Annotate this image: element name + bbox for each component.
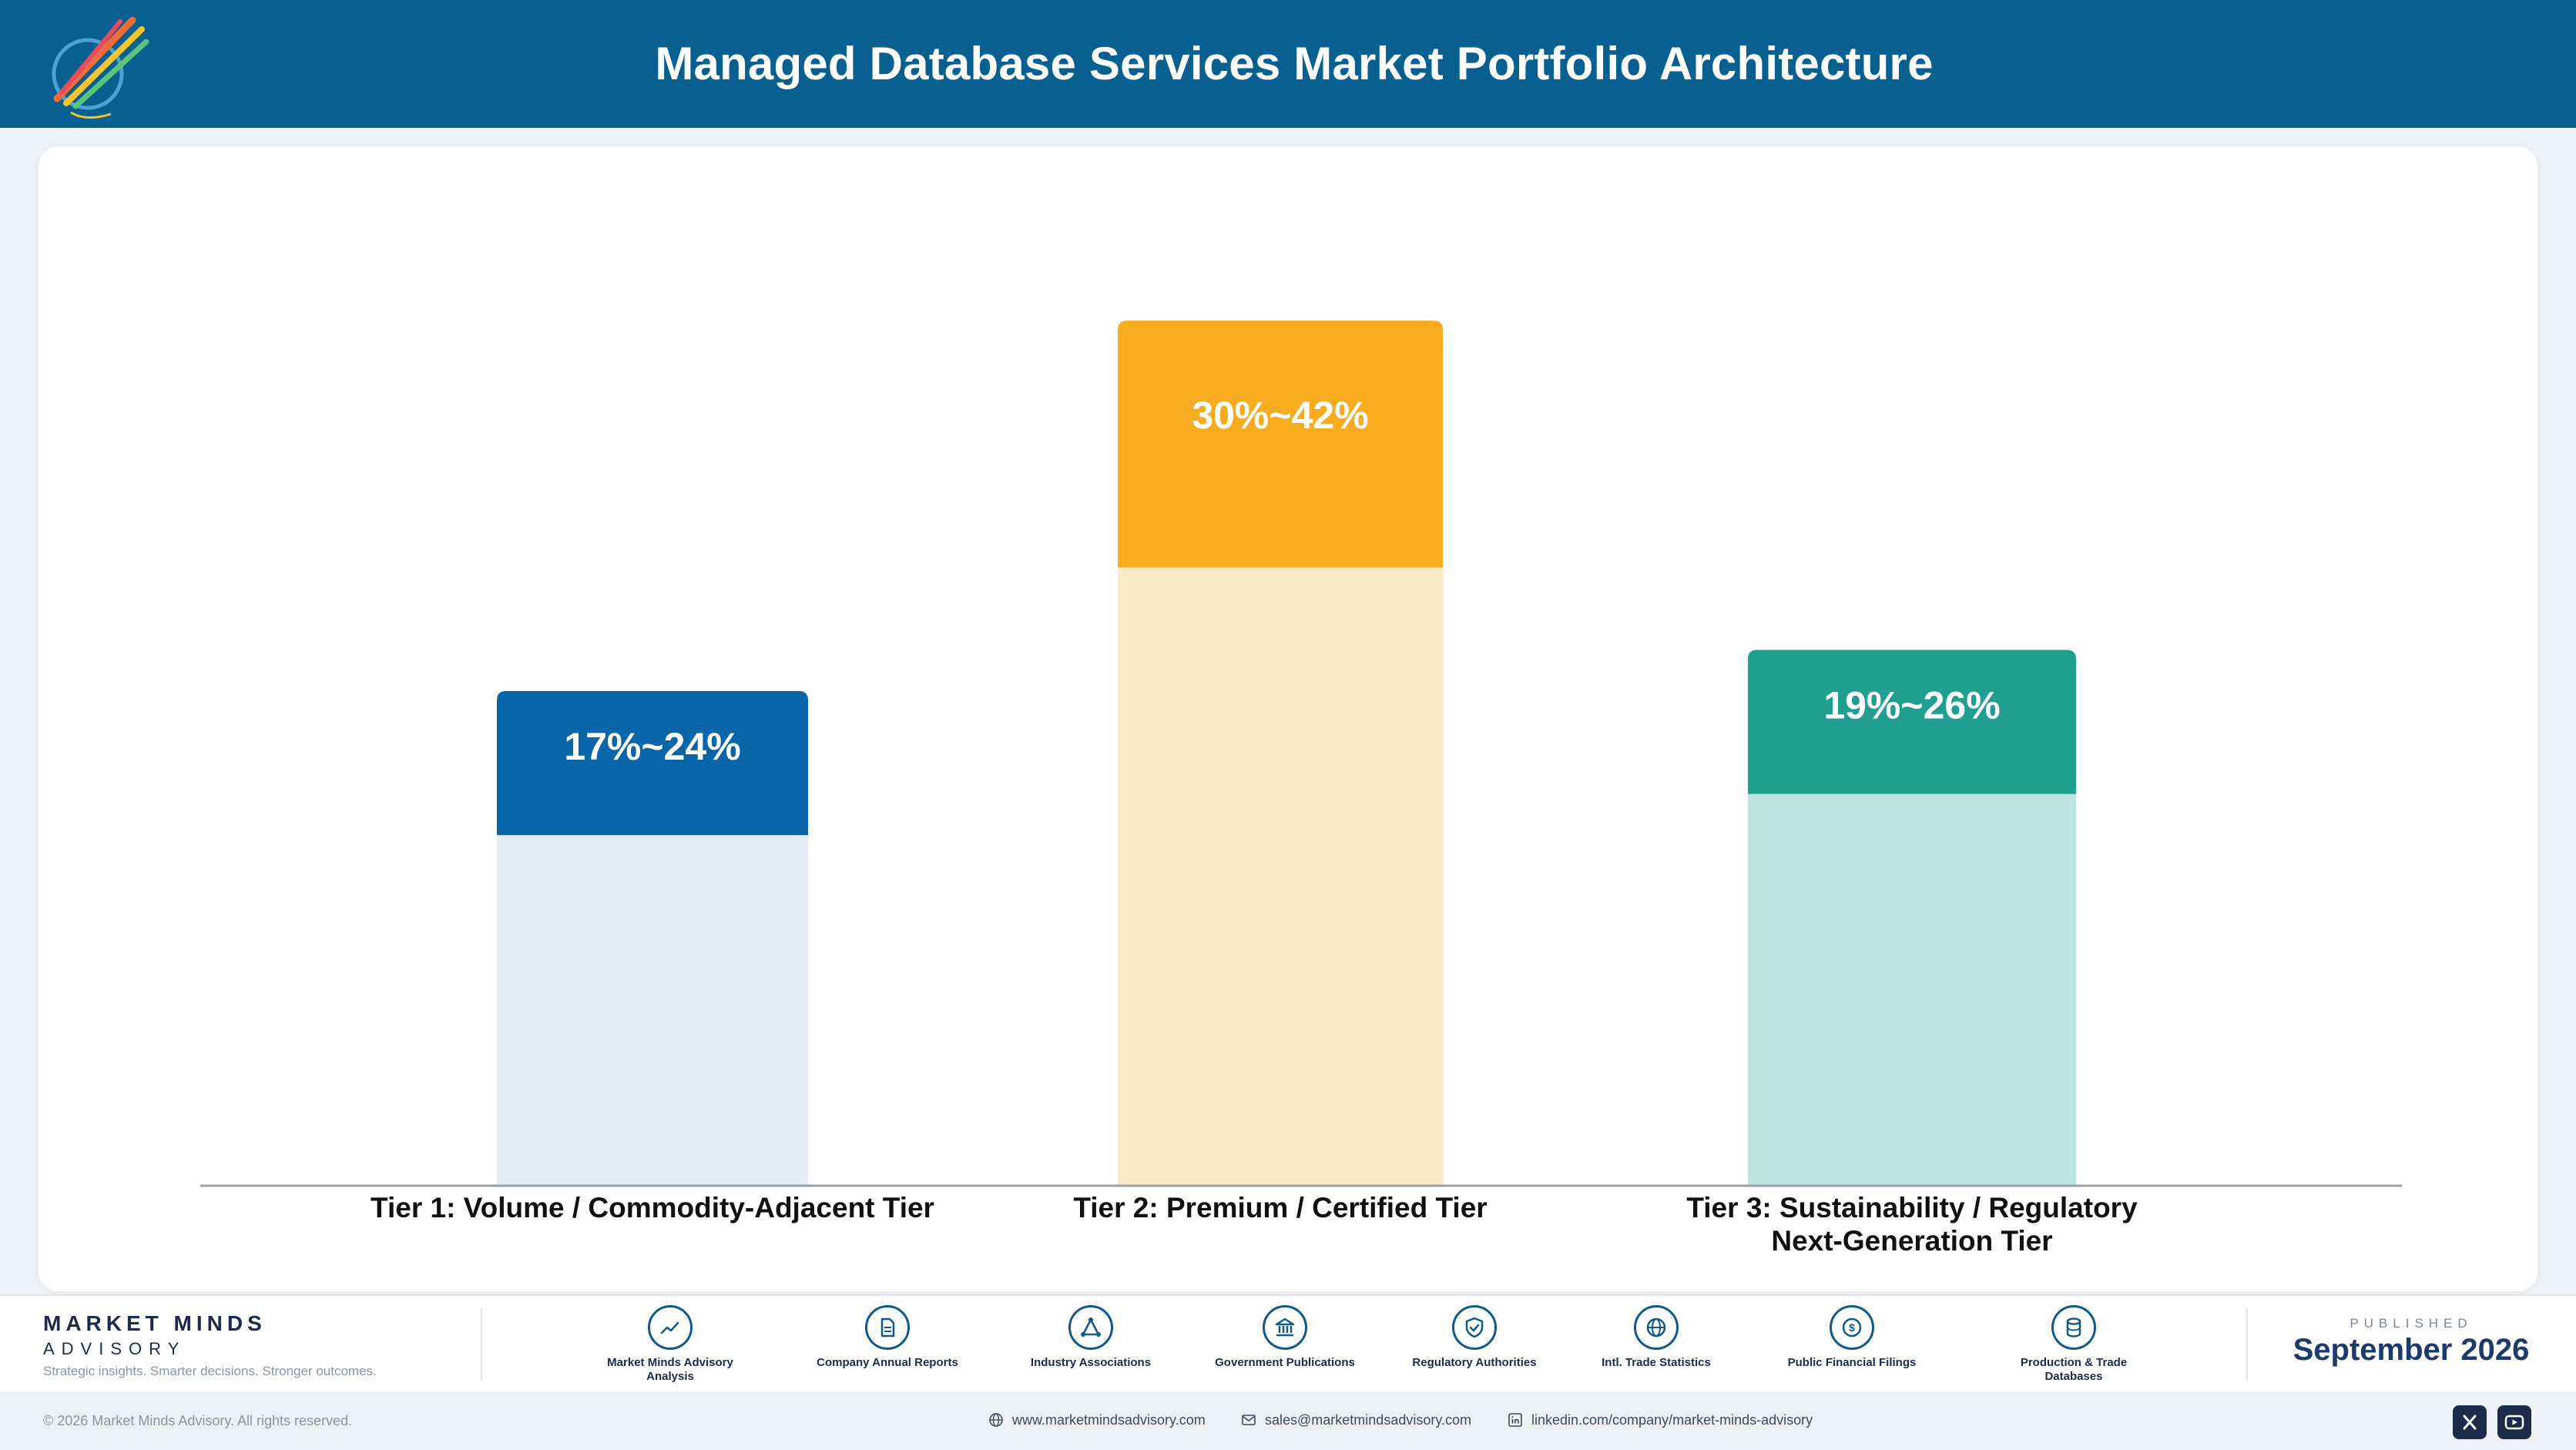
header-bar: Managed Database Services Market Portfol… — [0, 0, 2576, 128]
page-title: Managed Database Services Market Portfol… — [655, 38, 1934, 89]
source-label: Production & Trade Databases — [2020, 1356, 2128, 1383]
network-icon — [1068, 1305, 1113, 1350]
shield-check-icon — [1452, 1305, 1497, 1350]
mail-icon — [1242, 1415, 1256, 1426]
data-label-3: 19%~26% — [1823, 684, 2000, 727]
svg-text:$: $ — [1849, 1321, 1855, 1334]
source-label: Industry Associations — [1030, 1356, 1152, 1369]
source-label: Government Publications — [1215, 1356, 1355, 1369]
bar-range-2 — [1118, 321, 1443, 568]
bar-base-3 — [1748, 794, 2076, 1185]
source-trade-statistics: Intl. Trade Statistics — [1564, 1305, 1749, 1370]
footer-divider — [2246, 1308, 2248, 1381]
x-icon[interactable] — [2453, 1405, 2487, 1439]
source-government-publications: Government Publications — [1192, 1305, 1377, 1370]
website-link[interactable]: www.marketmindsadvisory.com — [988, 1411, 1206, 1428]
bar-base-2 — [1118, 567, 1443, 1185]
bar-chart: 17%~24% Tier 1: Volume / Commodity-Adjace… — [200, 321, 2402, 1257]
footer-divider — [481, 1308, 482, 1381]
source-label: Regulatory Authorities — [1412, 1356, 1537, 1369]
source-label: Public Financial Filings — [1787, 1356, 1917, 1369]
linkedin-icon — [1508, 1413, 1522, 1428]
bar-range-1 — [497, 690, 808, 835]
published-date: September 2026 — [2293, 1333, 2530, 1367]
copyright-text: © 2026 Market Minds Advisory. All rights… — [43, 1413, 353, 1428]
source-financial-filings: $ Public Financial Filings — [1759, 1305, 1944, 1370]
bar-base-1 — [497, 834, 808, 1185]
brand-name: MARKET MINDS — [43, 1311, 267, 1335]
document-icon — [865, 1305, 910, 1350]
database-icon — [2051, 1305, 2096, 1350]
source-production-databases: Production & Trade Databases — [1981, 1305, 2166, 1384]
category-label-1: Tier 1: Volume / Commodity-Adjacent Tier — [371, 1192, 934, 1223]
category-label-2: Tier 2: Premium / Certified Tier — [1073, 1192, 1487, 1223]
source-market-minds: Market Minds Advisory Analysis — [578, 1305, 763, 1384]
category-label-3: Tier 3: Sustainability / Regulatory — [1686, 1192, 2138, 1223]
globe-icon — [989, 1413, 1003, 1428]
brand-sub: ADVISORY — [43, 1339, 186, 1358]
source-label: Intl. Trade Statistics — [1602, 1356, 1711, 1369]
data-label-1: 17%~24% — [564, 725, 740, 768]
trend-chart-icon — [648, 1305, 693, 1350]
currency-coin-icon: $ — [1830, 1305, 1874, 1350]
bar-range-3 — [1748, 649, 2076, 794]
category-label-3: Next-Generation Tier — [1771, 1225, 2052, 1257]
chart-card: 17%~24% Tier 1: Volume / Commodity-Adjace… — [39, 146, 2537, 1291]
source-label: Market Minds Advisory Analysis — [607, 1356, 733, 1383]
source-regulatory-authorities: Regulatory Authorities — [1382, 1305, 1567, 1370]
published-label: PUBLISHED — [2350, 1316, 2473, 1331]
source-label: Company Annual Reports — [817, 1356, 958, 1369]
linkedin-link[interactable]: linkedin.com/company/market-minds-adviso… — [1507, 1411, 1813, 1428]
email-link[interactable]: sales@marketmindsadvisory.com — [1240, 1411, 1471, 1428]
source-annual-reports: Company Annual Reports — [795, 1305, 980, 1370]
globe-icon — [1634, 1305, 1679, 1350]
brand-tagline: Strategic insights. Smarter decisions. S… — [43, 1364, 377, 1378]
bottom-strip: © 2026 Market Minds Advisory. All rights… — [0, 1391, 2576, 1450]
youtube-icon[interactable] — [2497, 1405, 2531, 1439]
footer: MARKET MINDS ADVISORY Strategic insights… — [0, 1294, 2576, 1391]
rocket-logo-icon — [52, 16, 149, 119]
government-building-icon — [1263, 1305, 1307, 1350]
data-label-2: 30%~42% — [1192, 394, 1368, 437]
source-industry-associations: Industry Associations — [998, 1305, 1183, 1370]
